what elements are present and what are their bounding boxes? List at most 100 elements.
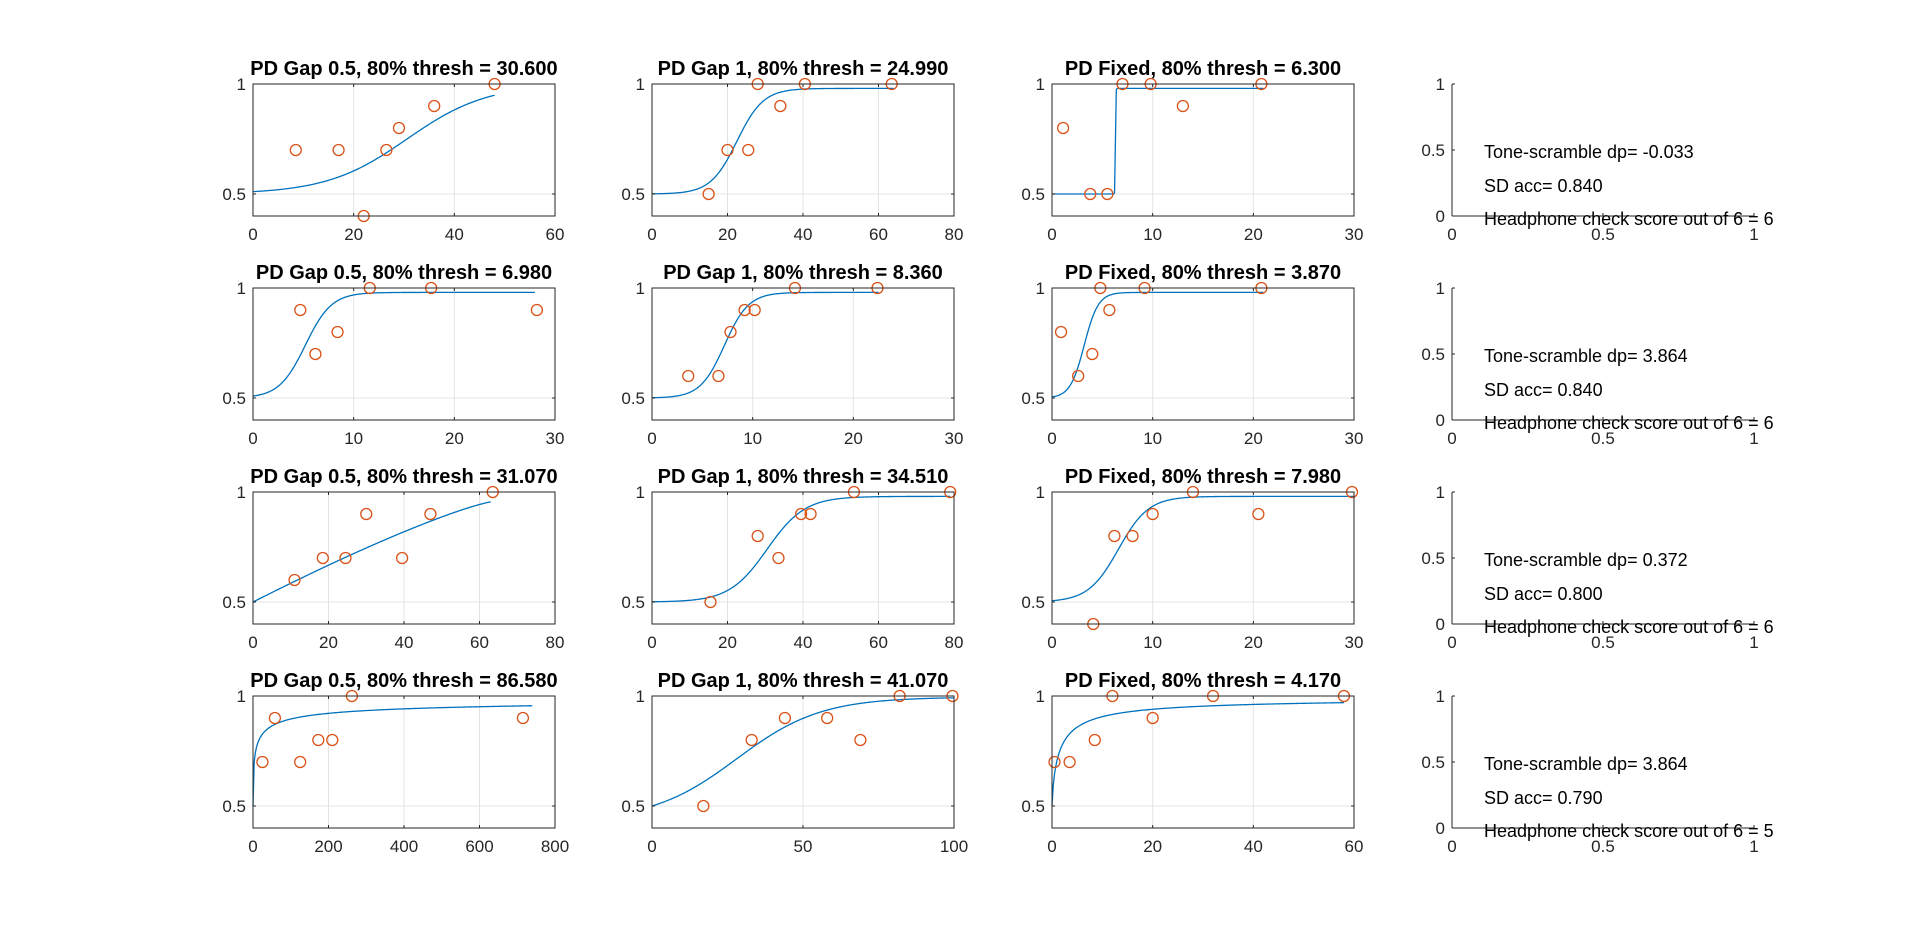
subplot-8: 0 0.5 1 0 0.5 1 Tone-scramble dp= 3.864 SD acc=… xyxy=(1421,279,1773,448)
annotation-text: Headphone check score out of 6 = 6 xyxy=(1484,617,1774,637)
subplot-title: PD Gap 1, 80% thresh = 34.510 xyxy=(658,466,949,488)
x-tick-label: 0 xyxy=(647,429,656,448)
y-tick-label: 0.5 xyxy=(1421,549,1445,568)
subplot-16: 0 0.5 1 0 0.5 1 Tone-scramble dp= 3.864 SD acc=… xyxy=(1421,687,1773,856)
annotation-text: Headphone check score out of 6 = 6 xyxy=(1484,413,1774,433)
data-point xyxy=(1056,121,1070,135)
x-tick-label: 30 xyxy=(1345,225,1364,244)
data-point xyxy=(294,755,307,769)
data-point xyxy=(392,121,406,135)
data-point xyxy=(289,143,302,157)
x-tick-label: 200 xyxy=(314,837,342,856)
y-tick-label: 1 xyxy=(237,279,246,298)
y-tick-label: 0.5 xyxy=(222,797,246,816)
subplot-title: PD Fixed, 80% thresh = 7.980 xyxy=(1065,466,1341,488)
y-tick-label: 0.5 xyxy=(621,389,645,408)
data-point xyxy=(774,99,787,113)
data-point xyxy=(778,711,792,725)
data-point xyxy=(1252,507,1265,521)
y-tick-label: 0.5 xyxy=(1021,389,1045,408)
annotation-text: SD acc= 0.790 xyxy=(1484,788,1603,808)
x-tick-label: 50 xyxy=(794,837,813,856)
subplot-6: 0 10 20 30 0.5 1 PD Gap 1, 80% thresh = 8.360 xyxy=(621,262,963,448)
subplot-1: 0 20 40 60 0.5 1PD Gap 0.5, 80% thresh = 30.6… xyxy=(222,58,564,244)
y-tick-label: 1 xyxy=(636,279,645,298)
y-tick-label: 1 xyxy=(1036,75,1045,94)
x-tick-label: 0 xyxy=(647,633,656,652)
y-tick-label: 1 xyxy=(1036,687,1045,706)
data-point xyxy=(309,347,322,361)
fit-curve xyxy=(252,501,491,603)
y-tick-label: 0.5 xyxy=(621,593,645,612)
annotation-text: SD acc= 0.840 xyxy=(1484,176,1603,196)
x-tick-label: 0 xyxy=(248,225,257,244)
data-point xyxy=(331,325,344,339)
fit-curve xyxy=(252,94,495,193)
data-point xyxy=(804,507,817,521)
subplot-title: PD Fixed, 80% thresh = 4.170 xyxy=(1065,670,1341,692)
axes-box xyxy=(252,287,556,421)
data-point xyxy=(360,507,373,521)
data-point xyxy=(332,143,345,157)
data-point xyxy=(1088,733,1101,747)
data-point xyxy=(751,529,764,543)
annotation-text: Headphone check score out of 6 = 5 xyxy=(1484,821,1774,841)
subplot-4: 0 0.5 1 0 0.5 1 Tone-scramble dp= -0.033 SD acc… xyxy=(1421,75,1773,244)
y-tick-label: 0.5 xyxy=(1421,753,1445,772)
annotation-text: SD acc= 0.800 xyxy=(1484,584,1603,604)
data-point xyxy=(1063,755,1076,769)
data-point xyxy=(702,187,715,201)
data-point xyxy=(395,551,409,565)
x-tick-label: 1 xyxy=(1749,837,1758,856)
y-tick-label: 0 xyxy=(1436,819,1445,838)
axes-box xyxy=(651,287,955,421)
y-tick-label: 0.5 xyxy=(621,185,645,204)
x-tick-label: 0 xyxy=(1447,837,1456,856)
x-tick-label: 20 xyxy=(1244,633,1263,652)
subplot-5: 0 10 20 30 0.5 1 PD Gap 0.5, 80% thresh = 6.98… xyxy=(222,262,564,448)
x-tick-label: 60 xyxy=(546,225,565,244)
data-point xyxy=(256,755,269,769)
x-tick-label: 10 xyxy=(344,429,363,448)
fit-curve xyxy=(651,291,879,399)
x-tick-label: 60 xyxy=(470,633,489,652)
x-tick-label: 0.5 xyxy=(1591,225,1615,244)
data-point xyxy=(1108,529,1121,543)
subplot-title: PD Gap 0.5, 80% thresh = 86.580 xyxy=(250,670,557,692)
y-tick-label: 0.5 xyxy=(1021,593,1045,612)
subplot-11: 0 10 20 30 0.5 1 PD Fixed, 80% thresh = 7.980 xyxy=(1021,466,1363,652)
data-point xyxy=(1126,529,1139,543)
annotation-text: Tone-scramble dp= -0.033 xyxy=(1484,142,1694,162)
x-tick-label: 40 xyxy=(794,633,813,652)
subplot-3: 0 10 20 30 0.5 1 PD Fixed, 80% thresh = 6.300 xyxy=(1021,58,1363,244)
x-tick-label: 60 xyxy=(869,225,888,244)
data-point xyxy=(1176,99,1190,113)
y-tick-label: 1 xyxy=(1436,687,1445,706)
data-point xyxy=(704,595,717,609)
x-tick-label: 0 xyxy=(248,633,257,652)
fit-curve xyxy=(1051,702,1344,807)
x-tick-label: 30 xyxy=(945,429,964,448)
x-tick-label: 10 xyxy=(743,429,762,448)
y-tick-label: 1 xyxy=(636,483,645,502)
data-point xyxy=(821,711,834,725)
subplot-2: 0 20 40 60 80 0.5 1 PD Gap 1, 80% thresh = 24.9… xyxy=(621,58,963,244)
data-point xyxy=(1101,187,1114,201)
data-point xyxy=(428,99,441,113)
y-tick-label: 1 xyxy=(636,687,645,706)
x-tick-label: 0 xyxy=(1047,429,1056,448)
subplot-title: PD Gap 1, 80% thresh = 24.990 xyxy=(658,58,949,80)
y-tick-label: 0 xyxy=(1436,207,1445,226)
x-tick-label: 1 xyxy=(1749,225,1758,244)
x-tick-label: 0 xyxy=(1047,225,1056,244)
subplot-7: 0 10 20 30 0.5 1 PD Fixed, 80% thresh = 3.870 xyxy=(1021,262,1363,448)
y-tick-label: 1 xyxy=(237,483,246,502)
y-tick-label: 1 xyxy=(1436,75,1445,94)
data-point xyxy=(1054,325,1068,339)
y-tick-label: 1 xyxy=(237,75,246,94)
data-point xyxy=(1048,755,1061,769)
x-tick-label: 400 xyxy=(390,837,418,856)
x-tick-label: 0 xyxy=(1047,837,1056,856)
y-tick-label: 1 xyxy=(1036,483,1045,502)
x-tick-label: 0 xyxy=(647,837,656,856)
